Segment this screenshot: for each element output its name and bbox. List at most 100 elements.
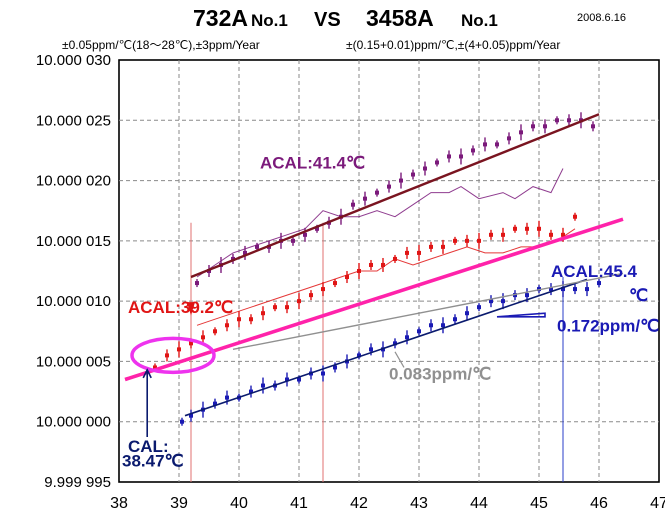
data-point bbox=[471, 148, 475, 153]
data-point bbox=[453, 317, 457, 322]
data-point bbox=[273, 305, 277, 310]
plot-area bbox=[118, 59, 660, 483]
data-point bbox=[525, 293, 529, 298]
data-point bbox=[549, 287, 553, 292]
title-meter-a: 732A bbox=[193, 5, 248, 31]
y-tick-label: 10.000 000 bbox=[36, 414, 111, 431]
data-point bbox=[351, 202, 355, 207]
x-tick-label: 45 bbox=[530, 495, 548, 512]
slope-pointer bbox=[394, 351, 405, 368]
data-point bbox=[495, 142, 499, 147]
data-point bbox=[189, 413, 193, 418]
data-point bbox=[297, 377, 301, 382]
data-point bbox=[243, 250, 247, 255]
data-point bbox=[297, 299, 301, 304]
data-point bbox=[543, 124, 547, 129]
series-return-line bbox=[196, 228, 576, 326]
x-tick-label: 42 bbox=[350, 495, 368, 512]
data-point bbox=[321, 371, 325, 376]
cal-arrow-head bbox=[142, 368, 152, 379]
annotations: ACAL:41.4℃ ACAL:39.2℃ ACAL:45.4 ℃ 0.172ppm/℃… bbox=[122, 154, 659, 471]
title-meter-b: 3458A bbox=[366, 5, 434, 31]
data-point bbox=[363, 196, 367, 201]
acal-arrow-head bbox=[187, 302, 195, 316]
data-point bbox=[429, 244, 433, 249]
data-point bbox=[405, 250, 409, 255]
data-point bbox=[249, 389, 253, 394]
data-point bbox=[213, 401, 217, 406]
data-point bbox=[357, 353, 361, 358]
data-point bbox=[177, 347, 181, 352]
data-point bbox=[369, 347, 373, 352]
data-point bbox=[459, 154, 463, 159]
data-point bbox=[423, 166, 427, 171]
data-point bbox=[441, 244, 445, 249]
data-point bbox=[477, 238, 481, 243]
x-tick-label: 43 bbox=[410, 495, 428, 512]
data-point bbox=[453, 238, 457, 243]
data-point bbox=[321, 287, 325, 292]
fit-line bbox=[190, 113, 600, 279]
data-point bbox=[153, 365, 157, 370]
data-point bbox=[435, 160, 439, 165]
data-point bbox=[525, 226, 529, 231]
annotation-label: 0.083ppm/℃ bbox=[389, 365, 491, 384]
x-tick-label: 40 bbox=[230, 495, 248, 512]
data-point bbox=[387, 184, 391, 189]
x-tick-label: 46 bbox=[590, 495, 608, 512]
x-tick-label: 41 bbox=[290, 495, 308, 512]
data-point bbox=[393, 256, 397, 261]
data-point bbox=[417, 329, 421, 334]
chart-date: 2008.6.16 bbox=[577, 12, 626, 24]
data-point bbox=[465, 311, 469, 316]
data-point bbox=[477, 305, 481, 310]
y-tick-label: 10.000 020 bbox=[36, 173, 111, 190]
title-meter-b-no: No.1 bbox=[461, 11, 498, 30]
data-point bbox=[573, 214, 577, 219]
highlight-ellipse bbox=[130, 336, 216, 375]
annotation-label: 0.172ppm/℃ bbox=[557, 316, 659, 335]
data-point bbox=[180, 419, 184, 424]
y-tick-label: 9.999 995 bbox=[44, 474, 111, 491]
data-point bbox=[417, 250, 421, 255]
data-point bbox=[393, 341, 397, 346]
data-point bbox=[489, 299, 493, 304]
data-point bbox=[261, 311, 265, 316]
data-point bbox=[399, 178, 403, 183]
fit-line bbox=[232, 272, 624, 351]
data-point bbox=[501, 299, 505, 304]
data-point bbox=[405, 335, 409, 340]
data-point bbox=[531, 124, 535, 129]
data-point bbox=[597, 281, 601, 286]
data-point bbox=[567, 118, 571, 123]
title-vs: VS bbox=[314, 9, 341, 31]
annotation-label: ACAL:39.2℃ bbox=[128, 298, 233, 317]
data-point bbox=[369, 262, 373, 267]
slope-triangle bbox=[496, 312, 546, 318]
y-tick-label: 10.000 005 bbox=[36, 353, 111, 370]
data-point bbox=[375, 190, 379, 195]
data-point bbox=[537, 226, 541, 231]
data-point bbox=[591, 124, 595, 129]
data-point bbox=[489, 232, 493, 237]
data-point bbox=[345, 275, 349, 280]
axis-ticks: 38 39 40 41 42 43 44 45 46 47 9.999 995 10.000 000 1… bbox=[36, 52, 665, 512]
data-point bbox=[507, 136, 511, 141]
y-tick-label: 10.000 010 bbox=[36, 293, 111, 310]
data-point bbox=[561, 287, 565, 292]
annotation-label: 38.47℃ bbox=[122, 451, 184, 470]
data-point bbox=[513, 226, 517, 231]
data-point bbox=[291, 238, 295, 243]
data-point bbox=[165, 353, 169, 358]
data-point bbox=[285, 377, 289, 382]
data-point bbox=[333, 281, 337, 286]
fit-line bbox=[184, 278, 588, 417]
data-point bbox=[585, 287, 589, 292]
data-point bbox=[225, 323, 229, 328]
data-point bbox=[411, 172, 415, 177]
spec-meter-a: ±0.05ppm/℃(18～28℃),±3ppm/Year bbox=[62, 38, 260, 52]
data-point bbox=[501, 232, 505, 237]
data-point bbox=[189, 341, 193, 346]
series-return-line bbox=[196, 168, 564, 278]
x-tick-label: 47 bbox=[650, 495, 665, 512]
